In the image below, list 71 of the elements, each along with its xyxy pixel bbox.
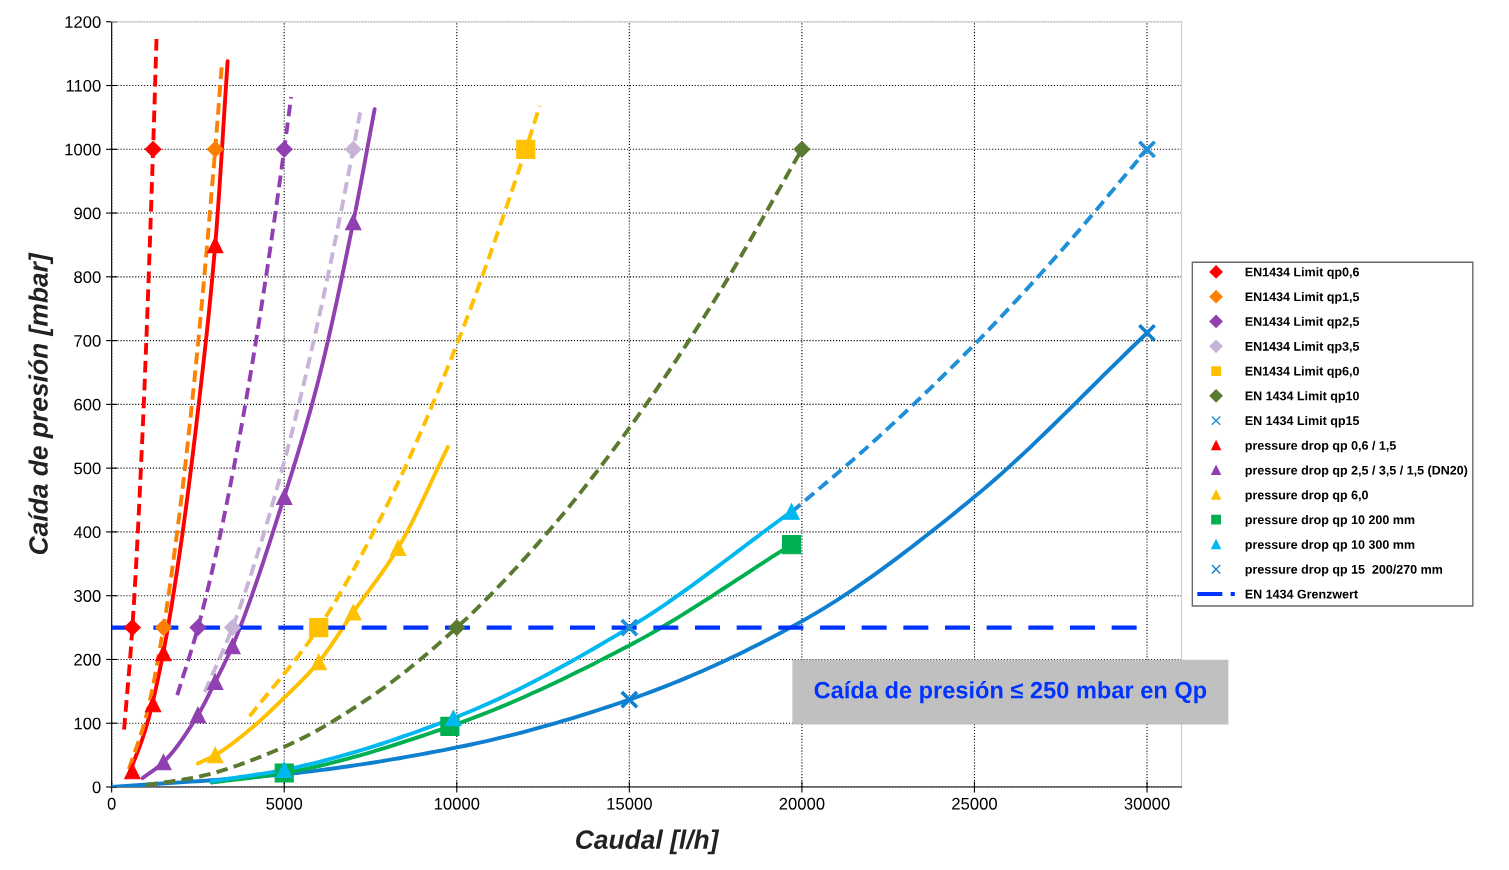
- point: [123, 619, 141, 636]
- legend-label: EN 1434 Grenzwert: [1245, 589, 1358, 599]
- legend-label: EN1434 Limit qp2,5: [1245, 316, 1360, 329]
- point: [781, 535, 802, 555]
- x-tick-label: 20000: [779, 797, 825, 810]
- y-tick-label: 200: [74, 653, 101, 666]
- y-tick-label: 1100: [66, 79, 101, 92]
- annotation: Caída de presión ≤ 250 mbar en Qp: [814, 681, 1207, 704]
- x-tick-label: 15000: [607, 797, 652, 810]
- legend-label: pressure drop qp 2,5 / 3,5 / 1,5 (DN20): [1245, 465, 1468, 478]
- legend-label: pressure drop qp 0,6 / 1,5: [1245, 440, 1396, 453]
- point: [206, 140, 224, 158]
- point: [389, 539, 407, 557]
- y-tick-label: 1000: [65, 143, 101, 156]
- point: [189, 619, 207, 636]
- x-tick-label: 0: [107, 797, 116, 810]
- legend-label: EN 1434 Limit qp15: [1245, 415, 1360, 428]
- point: [345, 604, 362, 621]
- legend-label: EN1434 Limit qp3,5: [1245, 341, 1360, 354]
- legend-label: EN1434 Limit qp6,0: [1245, 366, 1359, 379]
- y-tick-label: 700: [74, 335, 101, 347]
- point: [619, 690, 639, 710]
- legend-label: pressure drop qp 10 300 mm: [1245, 539, 1415, 552]
- x-tick-label: 10000: [434, 797, 480, 810]
- point: [783, 503, 800, 520]
- point: [448, 619, 466, 636]
- point: [309, 617, 329, 638]
- point: [1137, 139, 1157, 159]
- legend-label: EN 1434 Limit qp10: [1245, 391, 1359, 403]
- point: [155, 753, 172, 771]
- point: [793, 140, 811, 158]
- point: [207, 746, 224, 764]
- point: [207, 673, 224, 690]
- point: [207, 236, 224, 254]
- point: [144, 140, 162, 158]
- legend-label: EN1434 Limit qp1,5: [1245, 292, 1360, 304]
- legend-label: pressure drop qp 15 200/270 mm: [1245, 564, 1443, 577]
- x-axis-title: Caudal [l/h]: [576, 829, 720, 855]
- point: [155, 619, 172, 636]
- legend-label: pressure drop qp 6,0: [1245, 490, 1368, 502]
- point: [1137, 323, 1157, 343]
- y-tick-label: 400: [73, 526, 101, 539]
- y-tick-label: 100: [74, 717, 101, 730]
- point: [445, 709, 462, 727]
- legend-label: EN1434 Limit qp0,6: [1245, 267, 1359, 279]
- point: [619, 618, 639, 638]
- y-axis-title: Caída de presión [mbar]: [28, 252, 54, 555]
- point: [344, 140, 362, 158]
- point: [224, 637, 241, 655]
- point: [189, 706, 207, 724]
- point: [155, 644, 172, 662]
- legend-label: pressure drop qp 10 200 mm: [1245, 515, 1415, 527]
- point: [275, 140, 293, 158]
- point: [124, 762, 141, 780]
- y-tick-label: 1200: [65, 16, 101, 28]
- y-tick-label: 600: [74, 398, 101, 411]
- y-tick-label: 800: [74, 271, 101, 284]
- point: [276, 761, 293, 778]
- point: [516, 139, 536, 159]
- y-tick-label: 500: [74, 462, 101, 475]
- x-tick-label: 5000: [266, 797, 303, 810]
- point: [345, 213, 362, 231]
- y-tick-label: 900: [74, 207, 101, 220]
- point: [144, 695, 162, 713]
- y-tick-label: 300: [74, 590, 101, 602]
- point: [310, 653, 327, 671]
- point: [276, 488, 293, 506]
- x-tick-label: 25000: [952, 797, 997, 810]
- point: [224, 619, 241, 636]
- x-tick-label: 30000: [1124, 797, 1170, 810]
- y-tick-label: 0: [92, 781, 101, 794]
